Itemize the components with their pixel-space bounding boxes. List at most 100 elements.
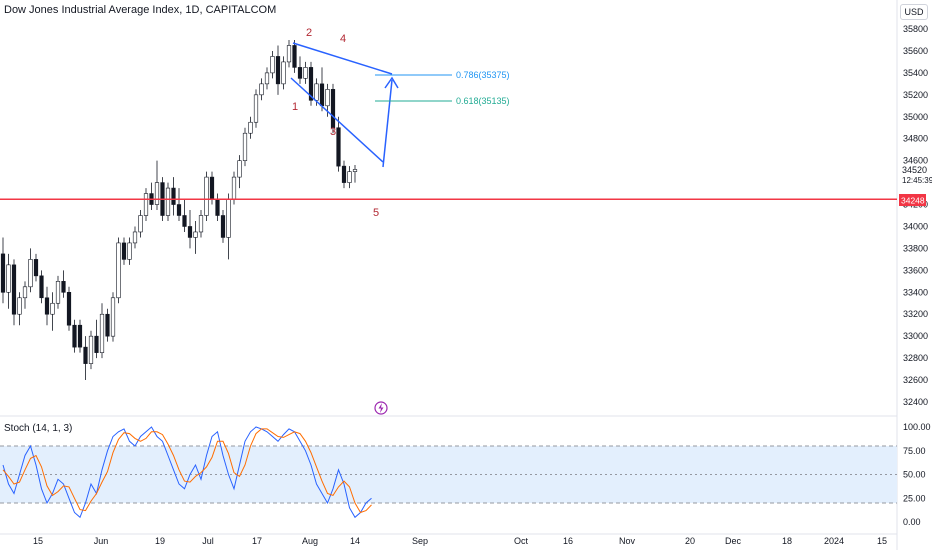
candle-body: [314, 83, 319, 101]
time-tick-label: Nov: [619, 536, 636, 546]
time-tick-label: Sep: [412, 536, 428, 546]
wave-label-4: 4: [340, 33, 346, 45]
stoch-tick-label: 50.00: [903, 470, 926, 480]
time-tick-label: 14: [350, 536, 360, 546]
wedge-lower-line[interactable]: [290, 77, 384, 163]
countdown-label: 12:45:39: [902, 176, 932, 185]
price-tick-label: 34800: [903, 134, 928, 144]
candle-body: [6, 264, 11, 293]
projection-arrow-head[interactable]: [384, 76, 399, 89]
candle-body: [281, 61, 286, 85]
candle-body: [264, 72, 270, 85]
time-tick-label: Dec: [725, 536, 742, 546]
price-tick-label: 34600: [903, 156, 928, 166]
candle-body: [154, 182, 160, 205]
time-tick-label: Jun: [94, 536, 109, 546]
wave-label-2: 2: [306, 27, 312, 39]
wave-label-3: 3: [330, 126, 336, 138]
candle-body: [341, 165, 347, 183]
last-price-label: 34520: [902, 165, 927, 175]
candle-body: [286, 45, 292, 63]
candle-body: [171, 187, 176, 205]
candle-body: [204, 176, 209, 216]
stoch-d-line: [2, 428, 372, 514]
stoch-band-fill: [0, 446, 897, 503]
candle-body: [220, 215, 226, 238]
candle-body: [0, 253, 6, 293]
stoch-tick-label: 25.00: [903, 493, 926, 503]
price-tick-label: 35600: [903, 46, 928, 56]
candle-body: [231, 176, 237, 200]
candle-body: [187, 226, 193, 238]
candle-body: [270, 56, 275, 74]
candle-body: [33, 259, 39, 277]
support-price-label: 34248: [901, 196, 925, 206]
time-tick-label: 15: [33, 536, 43, 546]
candle-body: [127, 242, 132, 260]
candle-body: [77, 324, 83, 348]
candle-body: [297, 67, 303, 79]
candle-body: [198, 215, 204, 233]
time-tick-label: 20: [685, 536, 695, 546]
candle-body: [193, 231, 198, 238]
candle-body: [308, 67, 314, 101]
chart-title: Dow Jones Industrial Average Index, 1D, …: [4, 4, 277, 16]
candle-body: [28, 259, 33, 288]
candle-body: [50, 302, 55, 315]
candle-body: [165, 187, 171, 216]
candle-body: [248, 121, 253, 134]
falling-wedge-drawing[interactable]: [290, 42, 399, 168]
stoch-tick-label: 100.00: [903, 422, 931, 432]
candle-body: [303, 67, 308, 79]
candle-body: [94, 335, 99, 353]
candle-body: [209, 176, 215, 200]
time-tick-label: 17: [252, 536, 262, 546]
candle-body: [88, 335, 94, 364]
stoch-axis[interactable]: 100.00 75.00 50.00 25.00 0.00: [903, 422, 931, 527]
time-tick-label: 18: [782, 536, 792, 546]
time-tick-label: 2024: [824, 536, 844, 546]
price-tick-label: 33000: [903, 331, 928, 341]
projection-arrow-line[interactable]: [382, 79, 393, 168]
price-tick-label: 33400: [903, 287, 928, 297]
time-tick-label: Oct: [514, 536, 529, 546]
candle-body: [116, 242, 121, 299]
candle-body: [259, 83, 264, 96]
candle-body: [143, 193, 149, 216]
candle-body: [319, 83, 325, 107]
price-tick-label: 32800: [903, 353, 928, 363]
support-price-tag: [899, 194, 926, 206]
wave-label-5: 5: [373, 207, 379, 219]
candle-body: [105, 313, 110, 337]
price-tick-label: 33200: [903, 309, 928, 319]
candle-body: [253, 94, 259, 123]
wave-label-1: 1: [292, 101, 298, 113]
candles: [0, 39, 358, 381]
candle-body: [215, 198, 220, 216]
candle-body: [352, 169, 358, 172]
candle-body: [22, 286, 28, 299]
wedge-upper-line[interactable]: [292, 42, 393, 75]
price-tick-label: 32600: [903, 375, 928, 385]
price-axis[interactable]: 3580035600354003520035000348003460034200…: [903, 24, 928, 407]
candle-body: [347, 171, 352, 183]
time-tick-label: 16: [563, 536, 573, 546]
time-axis[interactable]: 15 Jun 19 Jul 17 Aug 14 Sep Oct 16 Nov 20 Dec 18 2024 1…: [33, 536, 887, 546]
candle-body: [226, 198, 231, 238]
candle-body: [55, 281, 61, 304]
price-tick-label: 35000: [903, 112, 928, 122]
candle-body: [138, 215, 143, 233]
candle-body: [99, 313, 105, 353]
lightning-icon[interactable]: [374, 401, 388, 415]
fib-618-label: 0.618(35135): [456, 96, 510, 106]
price-tick-label: 35400: [903, 68, 928, 78]
candle-body: [237, 160, 242, 178]
candle-body: [110, 297, 116, 337]
currency-button[interactable]: USD: [900, 4, 928, 20]
candle-body: [121, 242, 127, 260]
price-tick-label: 34000: [903, 221, 928, 231]
price-tick-label: 33800: [903, 243, 928, 253]
candle-body: [132, 231, 138, 244]
price-tick-label: 32400: [903, 397, 928, 407]
